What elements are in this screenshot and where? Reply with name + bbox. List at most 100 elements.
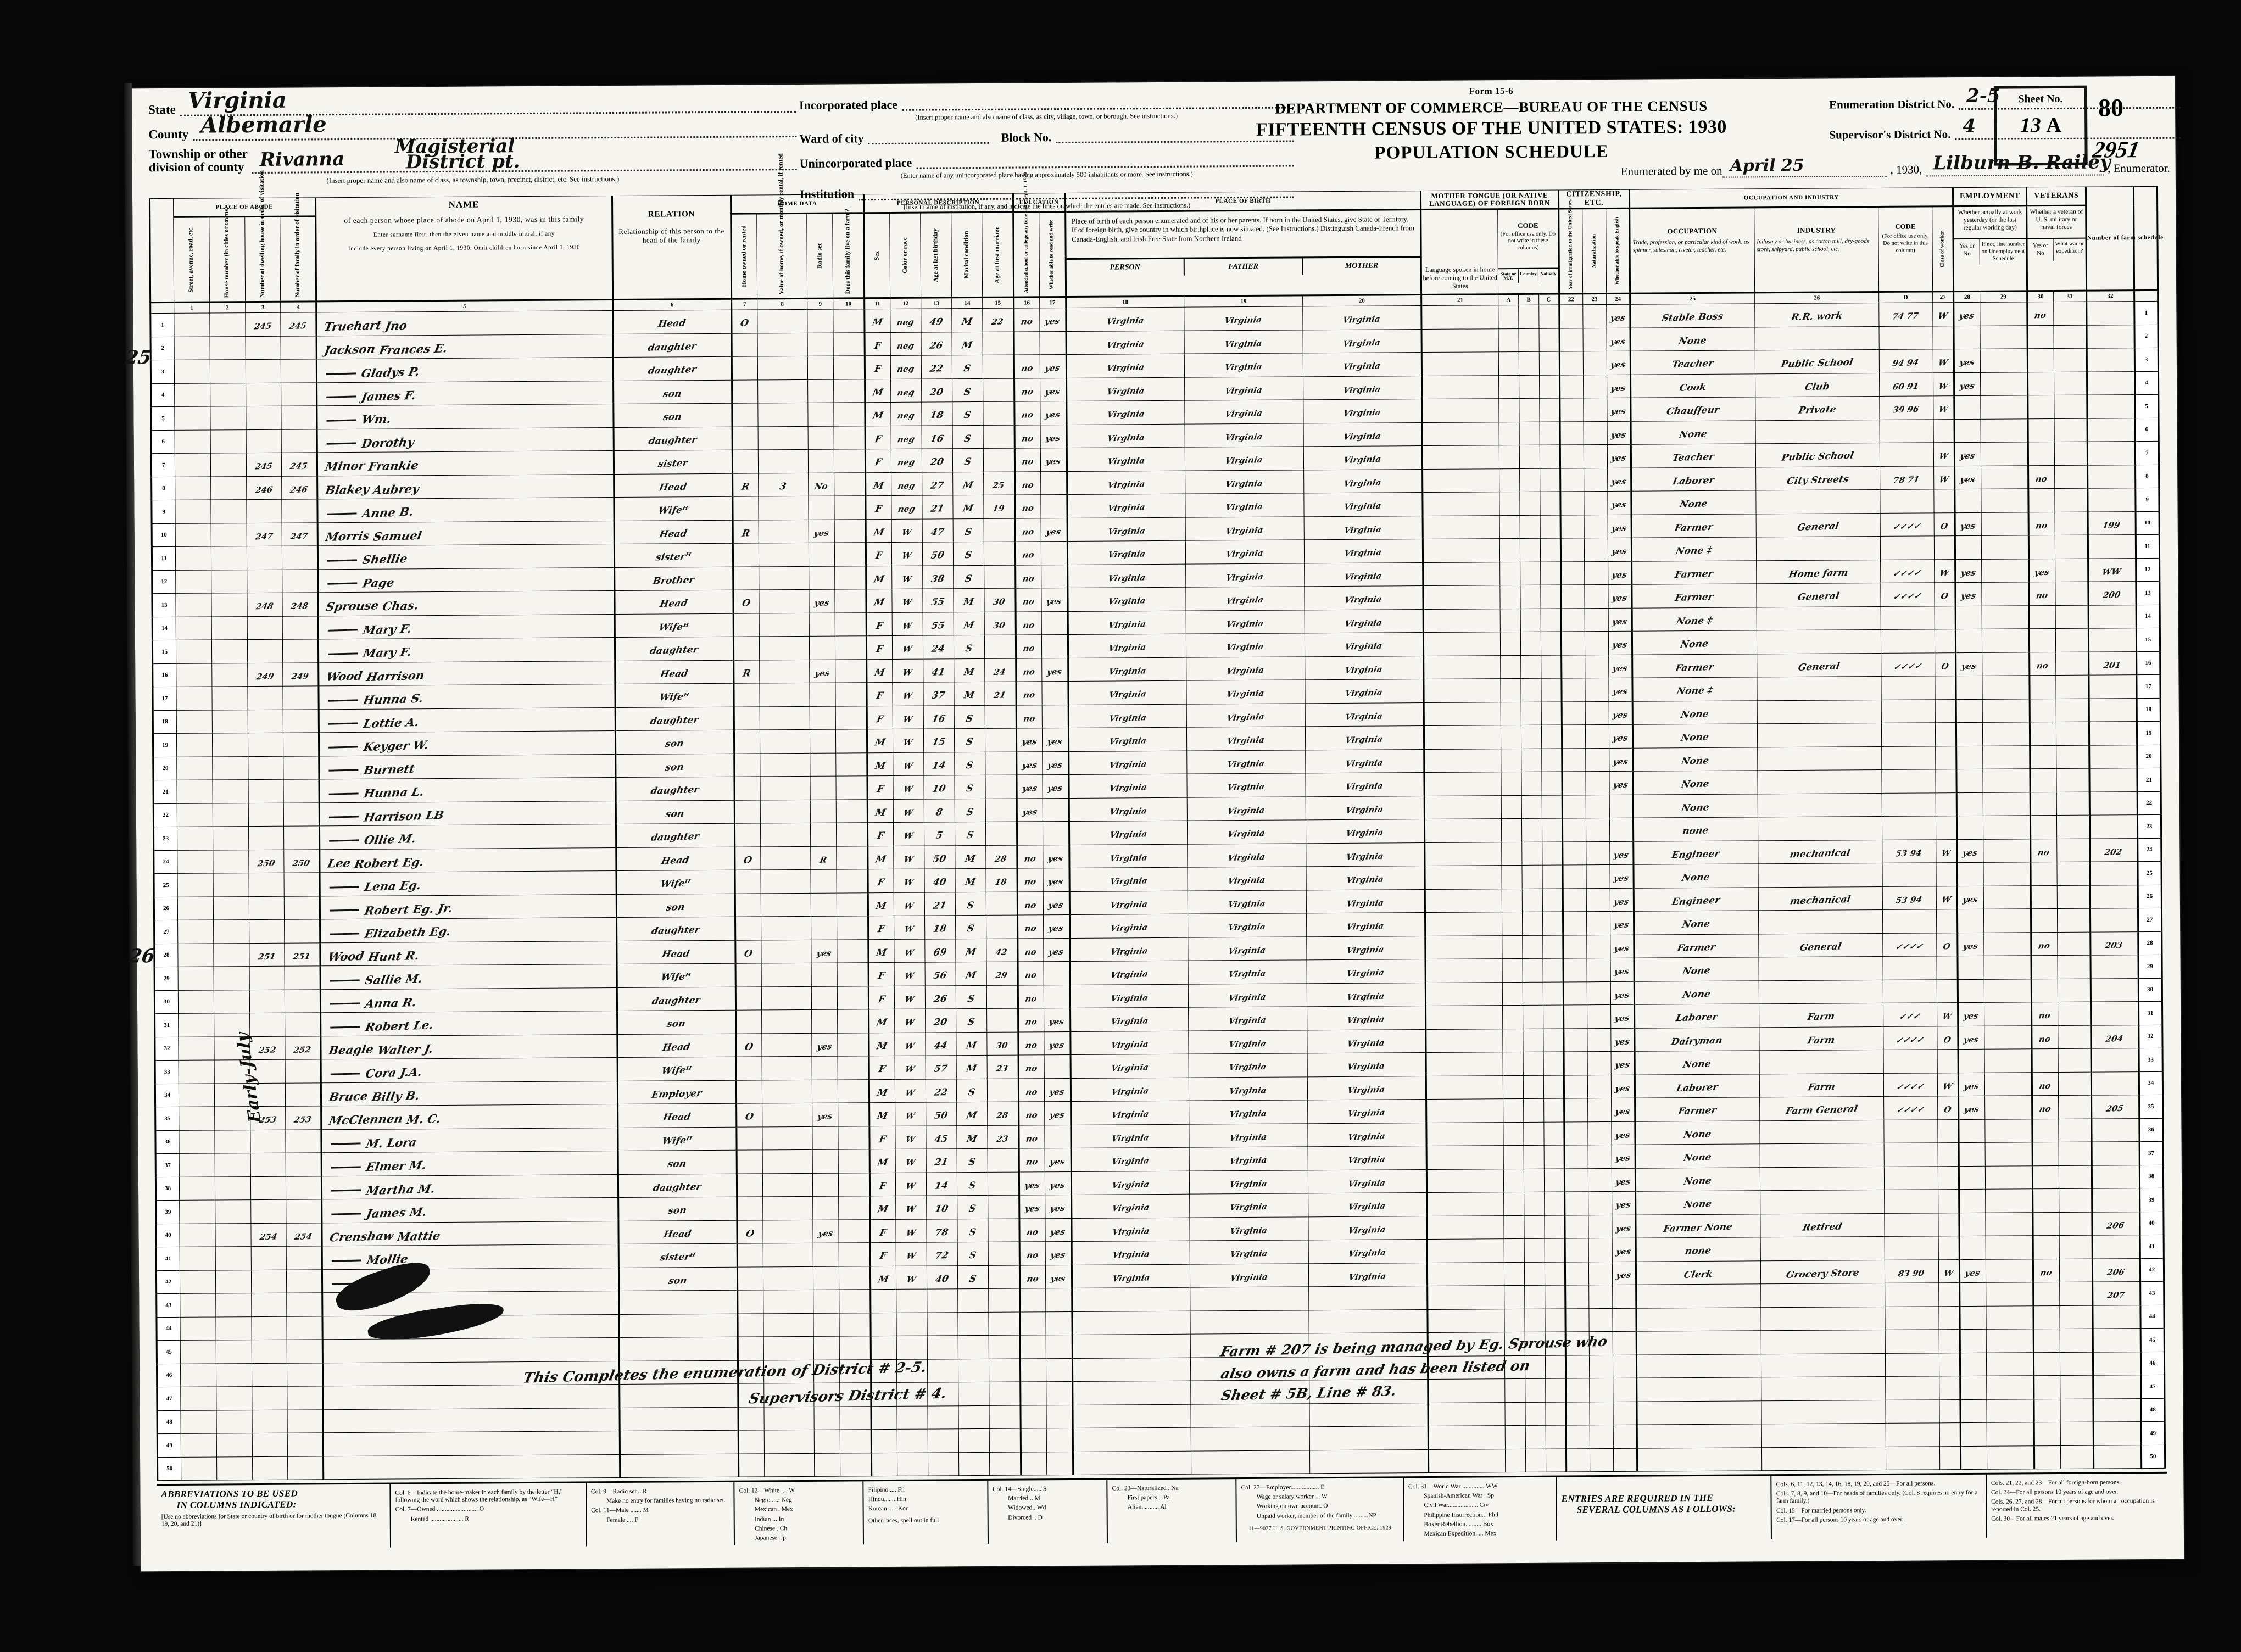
row-line-number-right[interactable]: 49 — [2140, 1421, 2165, 1446]
cell-birthplace-person[interactable]: Virginia — [1069, 961, 1189, 985]
cell-at-work[interactable] — [1956, 792, 1983, 816]
cell-birthplace-father[interactable] — [1191, 1403, 1310, 1428]
cell-home-owned[interactable] — [738, 1453, 765, 1477]
cell-dwelling-number[interactable]: 254 — [250, 1223, 287, 1247]
cell-home-value[interactable] — [760, 752, 810, 777]
cell-code-a[interactable] — [1504, 1285, 1525, 1309]
cell-sex[interactable]: M — [865, 472, 891, 496]
cell-attended-school[interactable]: no — [1014, 425, 1041, 449]
cell-relation[interactable]: Wifeᴴ — [617, 1126, 737, 1151]
cell-code-a[interactable] — [1498, 375, 1519, 399]
cell-unemployment-line[interactable] — [1982, 722, 2030, 746]
cell-occupation-code[interactable] — [1882, 792, 1936, 817]
cell-age-first-marriage[interactable]: 23 — [987, 1055, 1018, 1079]
cell-occupation[interactable]: Laborer — [1635, 1074, 1760, 1098]
cell-radio-set[interactable]: yes — [812, 1103, 839, 1126]
cell-unemployment-line[interactable] — [1986, 1305, 2034, 1330]
cell-attended-school[interactable]: no — [1017, 868, 1044, 892]
cell-marital[interactable]: S — [957, 1195, 989, 1219]
cell-occupation[interactable]: Chauffeur — [1630, 397, 1755, 421]
cell-veteran[interactable] — [2033, 1305, 2060, 1329]
cell-birthplace-father[interactable]: Virginia — [1185, 470, 1305, 494]
cell-radio-set[interactable]: R — [810, 846, 837, 870]
cell-birthplace-father[interactable] — [1190, 1357, 1309, 1381]
cell-industry[interactable] — [1755, 419, 1880, 444]
cell-farm-schedule-number[interactable] — [2089, 674, 2137, 699]
cell-dwelling-number[interactable] — [251, 1269, 287, 1293]
cell-name[interactable]: Mary F. — [318, 614, 615, 639]
cell-sex[interactable]: M — [869, 1149, 896, 1173]
cell-occupation-code[interactable]: ✓✓✓✓ — [1880, 512, 1934, 537]
row-line-number-left[interactable]: 17 — [152, 687, 177, 711]
cell-farm-schedule-number[interactable] — [2093, 1421, 2141, 1446]
cell-family-number[interactable] — [281, 382, 317, 406]
cell-mother-tongue[interactable] — [1422, 492, 1500, 516]
cell-veteran[interactable] — [2030, 768, 2056, 792]
cell-class-of-worker[interactable]: O — [1937, 1096, 1959, 1120]
cell-home-owned[interactable] — [732, 356, 758, 380]
cell-relation[interactable] — [620, 1453, 739, 1478]
cell-at-work[interactable]: yes — [1957, 839, 1983, 863]
cell-dwelling-number[interactable] — [246, 406, 282, 430]
cell-race[interactable] — [896, 1312, 928, 1336]
cell-name[interactable]: Minor Frankie — [317, 450, 614, 476]
cell-unemployment-line[interactable] — [1987, 1446, 2034, 1470]
cell-code-b[interactable] — [1522, 888, 1543, 912]
cell-name[interactable]: Wood Hunt R. — [320, 941, 617, 966]
cell-farm-schedule-number[interactable] — [2090, 885, 2138, 909]
cell-sex[interactable]: M — [869, 1196, 896, 1220]
cell-name[interactable]: Lottie A. — [319, 707, 616, 733]
cell-street[interactable] — [175, 429, 211, 454]
row-line-number-left[interactable]: 49 — [157, 1433, 181, 1458]
cell-occupation-code[interactable] — [1884, 1166, 1938, 1190]
cell-class-of-worker[interactable]: O — [1937, 1026, 1959, 1050]
cell-dwelling-number[interactable] — [248, 756, 284, 780]
cell-mother-tongue[interactable] — [1423, 632, 1501, 656]
cell-code-a[interactable] — [1505, 1378, 1526, 1403]
cell-farm-home[interactable] — [839, 1359, 871, 1383]
cell-industry[interactable]: General — [1757, 652, 1882, 677]
cell-birthplace-person[interactable]: Virginia — [1066, 354, 1185, 378]
cell-class-of-worker[interactable]: W — [1932, 349, 1954, 373]
cell-sex[interactable]: M — [868, 1032, 895, 1056]
cell-year-immigration[interactable] — [1562, 888, 1587, 912]
cell-war[interactable] — [2055, 605, 2089, 629]
cell-industry[interactable] — [1760, 1166, 1885, 1191]
cell-mother-tongue[interactable] — [1423, 585, 1501, 610]
cell-naturalization[interactable] — [1585, 631, 1609, 655]
cell-unemployment-line[interactable] — [1983, 908, 2032, 933]
cell-home-owned[interactable] — [737, 1196, 763, 1220]
cell-farm-home[interactable] — [835, 729, 867, 753]
cell-war[interactable] — [2058, 1002, 2091, 1025]
cell-farm-home[interactable] — [835, 659, 867, 683]
cell-birthplace-mother[interactable]: Virginia — [1303, 329, 1422, 353]
cell-marital[interactable]: S — [952, 401, 984, 426]
cell-dwelling-number[interactable] — [248, 873, 285, 897]
cell-house-number[interactable] — [215, 1199, 251, 1224]
cell-home-value[interactable] — [761, 916, 811, 940]
cell-marital[interactable]: M — [956, 1031, 988, 1056]
cell-age[interactable]: 16 — [922, 425, 953, 449]
cell-code-a[interactable] — [1502, 888, 1523, 912]
cell-code-c[interactable] — [1539, 351, 1560, 375]
cell-marital[interactable]: S — [955, 822, 986, 846]
cell-naturalization[interactable] — [1587, 1028, 1611, 1052]
cell-sex[interactable]: M — [869, 1265, 896, 1290]
cell-industry[interactable]: Farm General — [1759, 1096, 1885, 1121]
cell-farm-schedule-number[interactable] — [2092, 1118, 2139, 1142]
cell-birthplace-father[interactable]: Virginia — [1187, 819, 1306, 844]
cell-code-b[interactable] — [1525, 1332, 1546, 1355]
cell-year-immigration[interactable] — [1562, 771, 1586, 795]
cell-naturalization[interactable] — [1588, 1238, 1613, 1262]
cell-farm-home[interactable] — [837, 869, 868, 893]
cell-name[interactable]: Beagle Walter J. — [321, 1034, 617, 1059]
cell-relation[interactable]: son — [618, 1197, 737, 1221]
cell-code-b[interactable] — [1518, 305, 1539, 328]
cell-home-value[interactable] — [763, 1313, 814, 1337]
cell-occupation[interactable]: None ‡ — [1632, 607, 1757, 632]
row-line-number-left[interactable]: 34 — [155, 1083, 179, 1107]
cell-industry[interactable]: Club — [1755, 372, 1880, 397]
cell-occupation[interactable] — [1636, 1330, 1761, 1355]
cell-home-value[interactable] — [764, 1406, 815, 1430]
cell-dwelling-number[interactable] — [250, 1176, 287, 1200]
